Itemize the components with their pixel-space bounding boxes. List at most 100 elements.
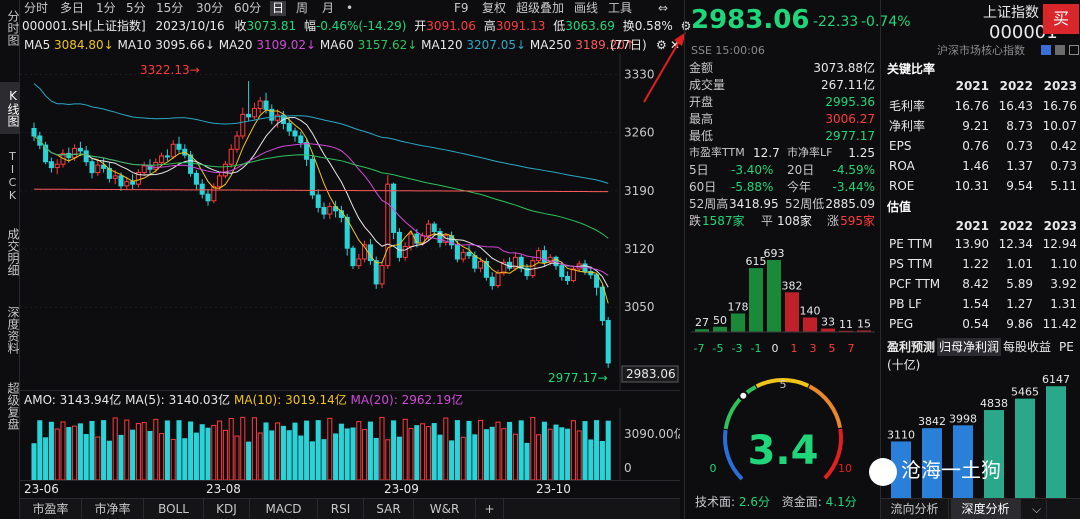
volume-chart[interactable]: 3090.00亿 0 <box>20 408 686 481</box>
tab-kdj[interactable]: KDJ <box>204 499 250 519</box>
tools-button[interactable]: 工具 <box>608 1 633 15</box>
volume-bar <box>130 429 136 481</box>
tab-rsi[interactable]: RSI <box>318 499 364 519</box>
period-more-icon[interactable]: • <box>346 1 354 15</box>
edit-icon[interactable] <box>1041 45 1051 55</box>
volume-bar <box>396 436 402 481</box>
tab-forecast-pe[interactable]: PE <box>1059 340 1074 354</box>
period-timeshare[interactable]: 分时 <box>24 1 49 15</box>
candle-body <box>164 155 170 158</box>
period-60min[interactable]: 60分 <box>234 1 262 15</box>
kline-chart[interactable]: 3330 3260 3190 3120 3050 3322.13→ 2977.17→ 2983… <box>20 54 680 390</box>
ma250-value: 3189.20↑ <box>575 38 635 52</box>
candle-body <box>530 260 536 277</box>
distribution-count: 382 <box>782 279 803 292</box>
valuation-value: 1.27 <box>1006 297 1033 311</box>
ratio-value: 0.73 <box>1050 159 1077 173</box>
candle-body <box>54 163 60 169</box>
sidebar-item-kline[interactable]: K线图 <box>0 82 20 134</box>
sidebar-item-depth-info[interactable]: 深度资料 <box>6 306 20 354</box>
price-tick-label: 3050 <box>624 300 655 314</box>
volume-bar <box>159 433 165 481</box>
candle-body <box>315 194 321 208</box>
period-30min[interactable]: 30分 <box>196 1 224 15</box>
distribution-count: 50 <box>713 314 727 327</box>
candle-body <box>118 175 124 187</box>
sidebar-item-super-review[interactable]: 超级复盘 <box>6 382 20 430</box>
period-1min[interactable]: 1分 <box>96 1 116 15</box>
w52l-value: 2885.09 <box>825 197 875 211</box>
valuation-label: PB LF <box>889 297 922 311</box>
price-tick-label: 3330 <box>624 67 655 81</box>
tab-depth-analysis[interactable]: 深度分析 <box>951 499 1021 519</box>
volume-bar <box>112 417 118 481</box>
volume-bar <box>170 438 176 481</box>
tab-pb[interactable]: 市净率 <box>82 499 144 519</box>
volume-bar <box>315 420 321 481</box>
forecast-value: 4838 <box>980 397 1008 410</box>
period-month[interactable]: 月 <box>322 1 335 15</box>
forecast-value: 3998 <box>949 412 977 425</box>
year-2023: 2023 <box>1043 79 1077 93</box>
ma10-vol-label: MA(10): <box>234 393 282 407</box>
flat-label: 平 <box>761 214 774 228</box>
volume-bar <box>356 421 362 481</box>
distribution-label: 1 <box>791 342 798 355</box>
menu-icon[interactable] <box>1069 45 1079 55</box>
period-15min[interactable]: 15分 <box>156 1 184 15</box>
candle-body <box>309 158 315 196</box>
chevron-down-icon[interactable]: ⌵ <box>1027 499 1047 519</box>
ma20-vol-label: MA(20): <box>350 393 398 407</box>
add-tab-button[interactable]: + <box>476 499 504 519</box>
ratios-header: 关键比率 <box>887 62 936 76</box>
sidebar-item-trade-detail[interactable]: 成交明细 <box>6 228 20 276</box>
settings-icon[interactable]: ⚙ <box>656 38 667 52</box>
volume-bar <box>205 427 211 481</box>
tab-macd[interactable]: MACD <box>250 499 318 519</box>
distribution-bar <box>767 260 781 332</box>
forecast-unit: (十亿) <box>887 358 921 372</box>
settings-icon[interactable]: ⚙ <box>680 19 692 33</box>
buy-button[interactable]: 买 <box>1043 4 1079 34</box>
period-5min[interactable]: 5分 <box>126 1 146 15</box>
rights-adjust-button[interactable]: 复权 <box>482 1 507 15</box>
candle-body <box>43 144 49 163</box>
valuation-label: PS TTM <box>889 257 933 271</box>
volume-bar <box>536 434 542 481</box>
tab-wr[interactable]: W&R <box>414 499 476 519</box>
gauge-value: 3.4 <box>748 428 819 474</box>
candle-body <box>536 250 542 262</box>
overlay-button[interactable]: 超级叠加 <box>516 1 565 15</box>
volume-bar <box>559 427 565 481</box>
volume-bar <box>60 421 66 481</box>
volume-value: 267.11亿 <box>821 78 875 92</box>
candle-body <box>391 183 397 233</box>
valuation-value: 1.54 <box>962 297 989 311</box>
tab-flow-analysis[interactable]: 流向分析 <box>881 499 949 519</box>
ma10-line <box>33 117 609 288</box>
period-week[interactable]: 周 <box>296 1 309 15</box>
tab-net-profit[interactable]: 归母净利润 <box>937 338 1002 356</box>
ratio-value: 0.42 <box>1050 139 1077 153</box>
expand-icon[interactable]: ⇔ <box>658 1 669 15</box>
open-label: 开盘 <box>689 95 714 109</box>
settings-icon[interactable] <box>1055 45 1065 55</box>
sidebar-item-timeshare[interactable]: 分时图 <box>6 10 20 46</box>
period-day[interactable]: 日 <box>270 1 287 16</box>
fund-value: 4.1分 <box>825 495 857 509</box>
distribution-bar <box>803 317 817 332</box>
close-icon[interactable]: ✕ <box>670 38 681 52</box>
period-multiday[interactable]: 多日 <box>60 1 85 15</box>
tab-sar[interactable]: SAR <box>364 499 414 519</box>
tab-eps[interactable]: 每股收益 <box>1003 340 1052 354</box>
tab-boll[interactable]: BOLL <box>144 499 204 519</box>
draw-line-button[interactable]: 画线 <box>574 1 599 15</box>
tab-pe[interactable]: 市盈率 <box>20 499 82 519</box>
ma-days[interactable]: (77日) <box>610 38 647 52</box>
sidebar-item-tick[interactable]: TICK <box>6 150 19 202</box>
f9-button[interactable]: F9 <box>454 1 469 15</box>
candle-body <box>246 113 252 118</box>
quote-row-amount: 金额 3073.88亿 <box>689 60 877 76</box>
pb-label: 市净率LF <box>787 146 833 159</box>
candle-body <box>559 265 565 277</box>
